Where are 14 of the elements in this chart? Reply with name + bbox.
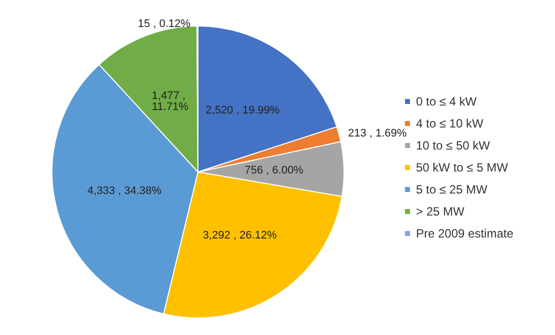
data-label: 1,477 , 11.71% [152,90,189,113]
data-label: 15 , 0.12% [138,18,191,30]
legend-label: 0 to ≤ 4 kW [416,94,478,108]
legend-label: Pre 2009 estimate [416,226,514,240]
data-label: 4,333 , 34.38% [87,185,162,197]
data-label: 3,292 , 26.12% [202,229,277,242]
legend-label: 10 to ≤ 50 kW [416,138,491,152]
legend-label: > 25 MW [416,204,466,218]
legend-label: 4 to ≤ 10 kW [416,116,484,130]
data-label: 2,520 , 19.99% [206,104,280,116]
legend-label: 5 to ≤ 25 MW [416,182,488,196]
data-label: 213 , 1.69% [348,128,407,140]
legend-label: 50 kW to ≤ 5 MW [416,160,509,174]
data-label: 756 , 6.00% [244,164,304,176]
